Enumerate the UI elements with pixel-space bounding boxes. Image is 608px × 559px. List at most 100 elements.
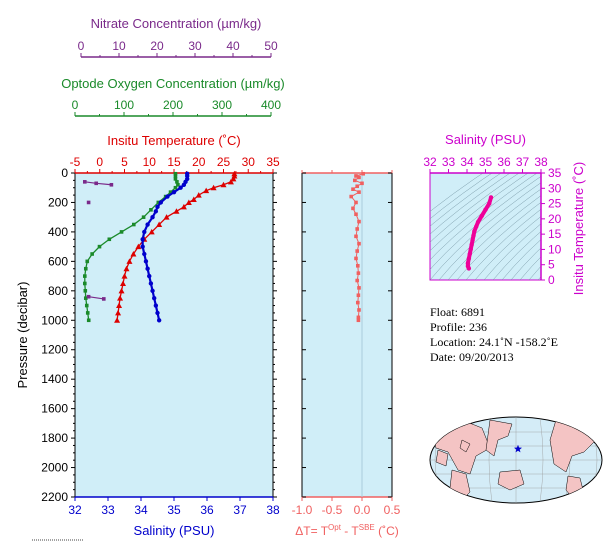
ts-point — [487, 201, 492, 206]
oxygen-tick-label: 400 — [261, 98, 281, 112]
ts-point — [467, 251, 472, 257]
ts-y-tick-label: 15 — [548, 227, 562, 241]
delta-point — [354, 200, 358, 205]
salinity-point — [171, 189, 177, 195]
salinity-point — [148, 281, 154, 286]
y-tick-label: 1600 — [41, 402, 68, 416]
oxygen-point — [90, 252, 94, 256]
salinity-tick-label: 34 — [134, 503, 148, 517]
temperature-point — [114, 317, 121, 323]
ts-x-tick-label: 36 — [497, 155, 511, 169]
y-tick-label: 2200 — [41, 490, 68, 504]
delta-point — [354, 256, 358, 261]
y-tick-label: 800 — [48, 284, 68, 298]
oxygen-point — [173, 171, 178, 176]
y-tick-label: 0 — [61, 166, 68, 180]
nitrate-point — [102, 297, 106, 301]
salinity-tick-label: 32 — [68, 503, 82, 517]
temperature-point — [227, 178, 234, 185]
ts-x-axis-label: Salinity (PSU) — [445, 132, 526, 147]
salinity-tick-label: 38 — [266, 503, 280, 517]
delta-point — [361, 171, 365, 176]
ts-y-axis-label: Insitu Temperature (˚C) — [571, 162, 586, 295]
nitrate-line — [88, 296, 104, 300]
delta-point — [356, 271, 361, 275]
temperature-point — [115, 309, 122, 316]
temperature-point — [130, 251, 137, 257]
nitrate-tick-label: 20 — [150, 39, 164, 53]
ts-density-line — [492, 231, 541, 280]
temperature-point — [210, 184, 217, 191]
ts-x-tick-label: 37 — [516, 155, 530, 169]
oxygen-point — [175, 180, 179, 184]
oxygen-tick-label: 200 — [163, 98, 183, 112]
temperature-axis-label: Insitu Temperature (˚C) — [107, 133, 240, 148]
ts-density-line — [465, 208, 541, 280]
oxygen-point — [176, 182, 180, 187]
delta-point — [357, 175, 361, 180]
oxygen-axis-label: Optode Oxygen Concentration (µm/kg) — [61, 76, 285, 91]
salinity-tick-label: 35 — [167, 503, 181, 517]
salinity-point — [143, 259, 149, 264]
temperature-tick-label: 5 — [121, 155, 128, 169]
oxygen-point — [85, 259, 90, 264]
temperature-tick-label: 35 — [266, 155, 280, 169]
oxygen-point — [149, 208, 153, 212]
nitrate-point — [86, 294, 91, 299]
ts-point — [469, 242, 474, 248]
salinity-point — [181, 182, 187, 187]
temperature-point — [120, 280, 127, 286]
ts-x-tick-label: 35 — [479, 155, 493, 169]
delta-point — [353, 178, 357, 183]
temperature-point — [173, 208, 180, 214]
nitrate-tick-label: 40 — [226, 39, 240, 53]
ts-y-tick-label: 30 — [548, 181, 562, 195]
ts-point — [466, 256, 472, 261]
oxygen-point — [173, 185, 178, 190]
y-tick-label: 1200 — [41, 343, 68, 357]
y-axis-label: Pressure (decibar) — [15, 282, 30, 389]
ts-point — [488, 195, 494, 200]
delta-tick-label: 0.5 — [384, 503, 401, 517]
delta-point — [356, 318, 361, 323]
ts-point — [474, 224, 479, 229]
map-land — [435, 449, 449, 467]
ts-point — [479, 213, 484, 218]
ts-density-line — [519, 256, 541, 280]
ts-density-line — [430, 173, 520, 243]
temperature-point — [126, 258, 133, 264]
ts-point — [472, 228, 477, 234]
salinity-point — [142, 251, 147, 257]
oxygen-tick-label: 300 — [212, 98, 232, 112]
delta-point — [356, 263, 360, 268]
temperature-tick-label: 15 — [167, 155, 181, 169]
salinity-point — [155, 310, 160, 316]
delta-point — [351, 206, 355, 211]
delta-point — [355, 249, 359, 253]
oxygen-point — [119, 230, 124, 234]
delta-tick-label: -0.5 — [322, 503, 343, 517]
ts-y-tick-label: 25 — [548, 197, 562, 211]
oxygen-point — [141, 215, 146, 219]
delta-point — [357, 190, 361, 194]
ts-density-line — [510, 247, 541, 280]
ts-point — [466, 266, 472, 271]
salinity-point — [153, 209, 159, 214]
salinity-axis-label: Salinity (PSU) — [134, 523, 215, 538]
ts-density-line — [483, 223, 541, 280]
temperature-point — [163, 214, 170, 220]
delta-point — [355, 227, 359, 231]
oxygen-point — [83, 274, 87, 278]
salinity-point — [150, 288, 155, 294]
salinity-point — [153, 303, 159, 308]
temperature-tick-label: 20 — [192, 155, 206, 169]
map-land — [485, 419, 513, 457]
temperature-point — [220, 181, 227, 188]
nitrate-point — [86, 200, 91, 205]
map-land — [459, 439, 471, 453]
salinity-point — [147, 273, 152, 279]
float-info: Float: 6891 Profile: 236 Location: 24.1˚… — [430, 305, 558, 365]
oxygen-point — [168, 190, 173, 194]
ts-y-tick-label: 5 — [548, 258, 555, 272]
profile-number: Profile: 236 — [430, 320, 487, 334]
